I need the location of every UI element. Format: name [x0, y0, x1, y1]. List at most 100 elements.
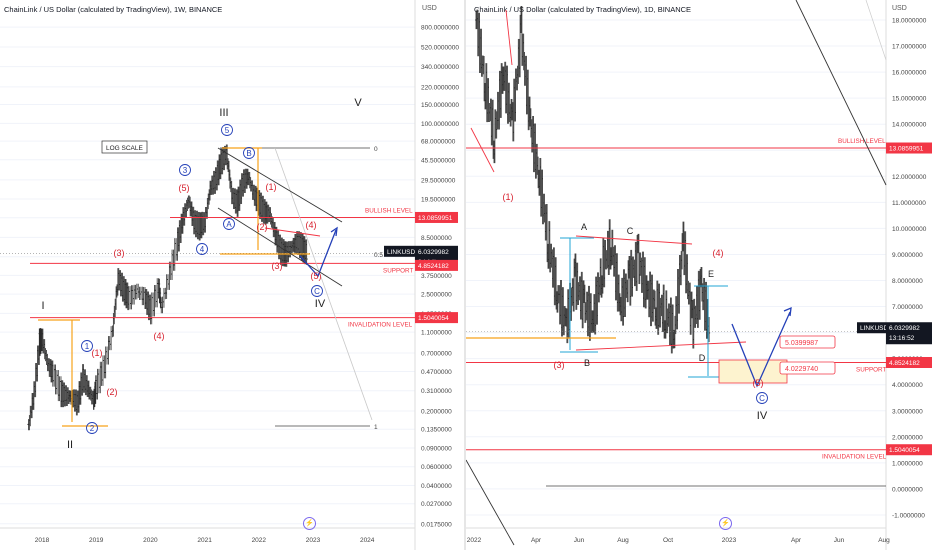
- fib-label: 1: [374, 424, 378, 431]
- x-tick-label: Oct: [663, 537, 673, 544]
- x-tick-label: Aug: [617, 537, 629, 544]
- x-tick-label: 2022: [252, 537, 267, 544]
- diagonal-line: [466, 459, 515, 546]
- y-tick-label: 220.0000000: [421, 84, 459, 91]
- wave-label: D: [699, 353, 706, 363]
- panel-divider[interactable]: [464, 0, 466, 550]
- left-weekly-chart[interactable]: 800.0000000 520.0000000 340.0000000 220.000…: [0, 0, 466, 550]
- y-tick-label: 0.2000000: [421, 409, 452, 416]
- wave-label: (1): [503, 192, 514, 202]
- x-tick-label: Jun: [834, 537, 845, 544]
- wave-label: (4): [713, 248, 724, 258]
- wave-circle: [81, 340, 93, 352]
- left-chart-title: ChainLink / US Dollar (calculated by Tra…: [4, 5, 223, 14]
- y-tick-label: 520.0000000: [421, 45, 459, 52]
- last-price-tag-text: 6.0329982: [418, 249, 449, 256]
- wave-circle: [179, 164, 191, 176]
- red-trend-line: [505, 9, 513, 66]
- support-price-tag: 4.8524182: [415, 259, 458, 271]
- wave-label: B: [246, 149, 251, 158]
- y-tick-label: 2.5000000: [421, 292, 452, 299]
- wave-label: 4: [200, 245, 205, 254]
- y-tick-label: 0.0000000: [892, 486, 923, 493]
- wave-label: (3): [114, 248, 125, 258]
- bullish-price-tag-text: 13.0859951: [889, 146, 924, 153]
- y-tick-label: 1.0000000: [892, 460, 923, 467]
- y-tick-label: 17.0000000: [892, 44, 927, 51]
- log-scale-badge-box: [101, 140, 148, 154]
- red-trend-line: [264, 227, 321, 237]
- x-tick-label: Apr: [531, 537, 542, 544]
- symbol-tag: LINKUSD: [384, 245, 415, 257]
- y-tick-label: 1.1000000: [421, 330, 452, 337]
- wave-circle: [86, 422, 98, 434]
- right-currency-label: USD: [892, 5, 907, 12]
- y-axis: 18.0000000 17.0000000 16.0000000 15.0000000…: [466, 18, 927, 519]
- support-price-tag-text: 4.8524182: [889, 360, 920, 367]
- y-tick-label: 3.0000000: [892, 408, 923, 415]
- wave-label: IV: [315, 298, 326, 310]
- y-tick-label: 12.0000000: [892, 174, 927, 181]
- projection-arrowhead: [783, 306, 792, 317]
- invalidation-label: INVALIDATION LEVEL: [822, 454, 887, 461]
- x-tick-label: Apr: [791, 537, 802, 544]
- symbol-tag-text: LINKUSD: [860, 325, 888, 332]
- fib-label: 0: [374, 146, 378, 153]
- fib-label: 0.5: [374, 252, 383, 259]
- y-tick-label: 0.7000000: [421, 351, 452, 358]
- y-tick-label: 8.0000000: [892, 278, 923, 285]
- wave-label: IV: [757, 410, 768, 422]
- y-tick-label: 45.5000000: [421, 157, 456, 164]
- wave-label: 2: [90, 424, 95, 433]
- support-price-tag: 4.8524182: [886, 356, 932, 368]
- y-tick-label: 800.0000000: [421, 25, 459, 32]
- triangle-line: [575, 341, 747, 351]
- wave-label: (3): [272, 261, 283, 271]
- y-tick-label: 150.0000000: [421, 102, 459, 109]
- y-tick-label: 0.1350000: [421, 427, 452, 434]
- target-high-label: 5.0399987: [785, 340, 818, 347]
- invalidation-label: INVALIDATION LEVEL: [348, 322, 413, 329]
- diagonal-line: [865, 0, 887, 61]
- diagonal-line: [795, 0, 887, 186]
- wave-circle: [223, 218, 235, 230]
- y-tick-label: 4.0000000: [892, 382, 923, 389]
- y-tick-label: 15.0000000: [892, 96, 927, 103]
- projection-arrowhead: [330, 226, 338, 237]
- symbol-tag-text: LINKUSD: [387, 249, 415, 256]
- y-tick-label: 11.0000000: [892, 200, 926, 207]
- wave-label: III: [219, 107, 228, 119]
- wave-label: (2): [107, 387, 118, 397]
- y-tick-label: 0.3100000: [421, 388, 452, 395]
- y-tick-label: 0.0175000: [421, 521, 452, 528]
- wave-label: C: [627, 226, 634, 236]
- right-chart-title: ChainLink / US Dollar (calculated by Tra…: [474, 5, 692, 14]
- y-tick-label: 0.0600000: [421, 464, 452, 471]
- y-tick-label: 19.5000000: [421, 197, 456, 204]
- right-daily-chart[interactable]: 18.0000000 17.0000000 16.0000000 15.0000000…: [466, 0, 932, 550]
- bullish-price-tag-text: 13.0859951: [418, 215, 453, 222]
- wave-labels: (1) (3) (4) (5) A B C D E C IV: [503, 192, 768, 422]
- y-tick-label: 100.0000000: [421, 121, 459, 128]
- bullish-price-tag: 13.0859951: [886, 142, 932, 154]
- wave-label: A: [226, 220, 232, 229]
- last-price-tag-text: 6.0329982: [889, 325, 920, 332]
- y-tick-label: 9.0000000: [892, 252, 923, 259]
- wave-label: 5: [225, 126, 230, 135]
- support-label: SUPPORT: [856, 366, 886, 373]
- target-high-box: [779, 335, 836, 349]
- left-currency-label: USD: [422, 5, 437, 12]
- y-tick-label: 18.0000000: [892, 18, 927, 25]
- last-price-tag-text: 13:16:52: [889, 335, 915, 342]
- symbol-tag-bg: [857, 322, 886, 334]
- triangle-line: [575, 235, 693, 245]
- tradingview-logo-icon: ⚡: [719, 517, 732, 530]
- wave-label: A: [581, 222, 587, 232]
- wave-circle: [221, 124, 233, 136]
- bullish-price-tag: 13.0859951: [415, 211, 458, 223]
- y-tick-label: 2.0000000: [892, 434, 923, 441]
- wave-label: (5): [311, 271, 322, 281]
- wave-circle: [311, 285, 323, 297]
- symbol-tag-bg: [384, 245, 415, 257]
